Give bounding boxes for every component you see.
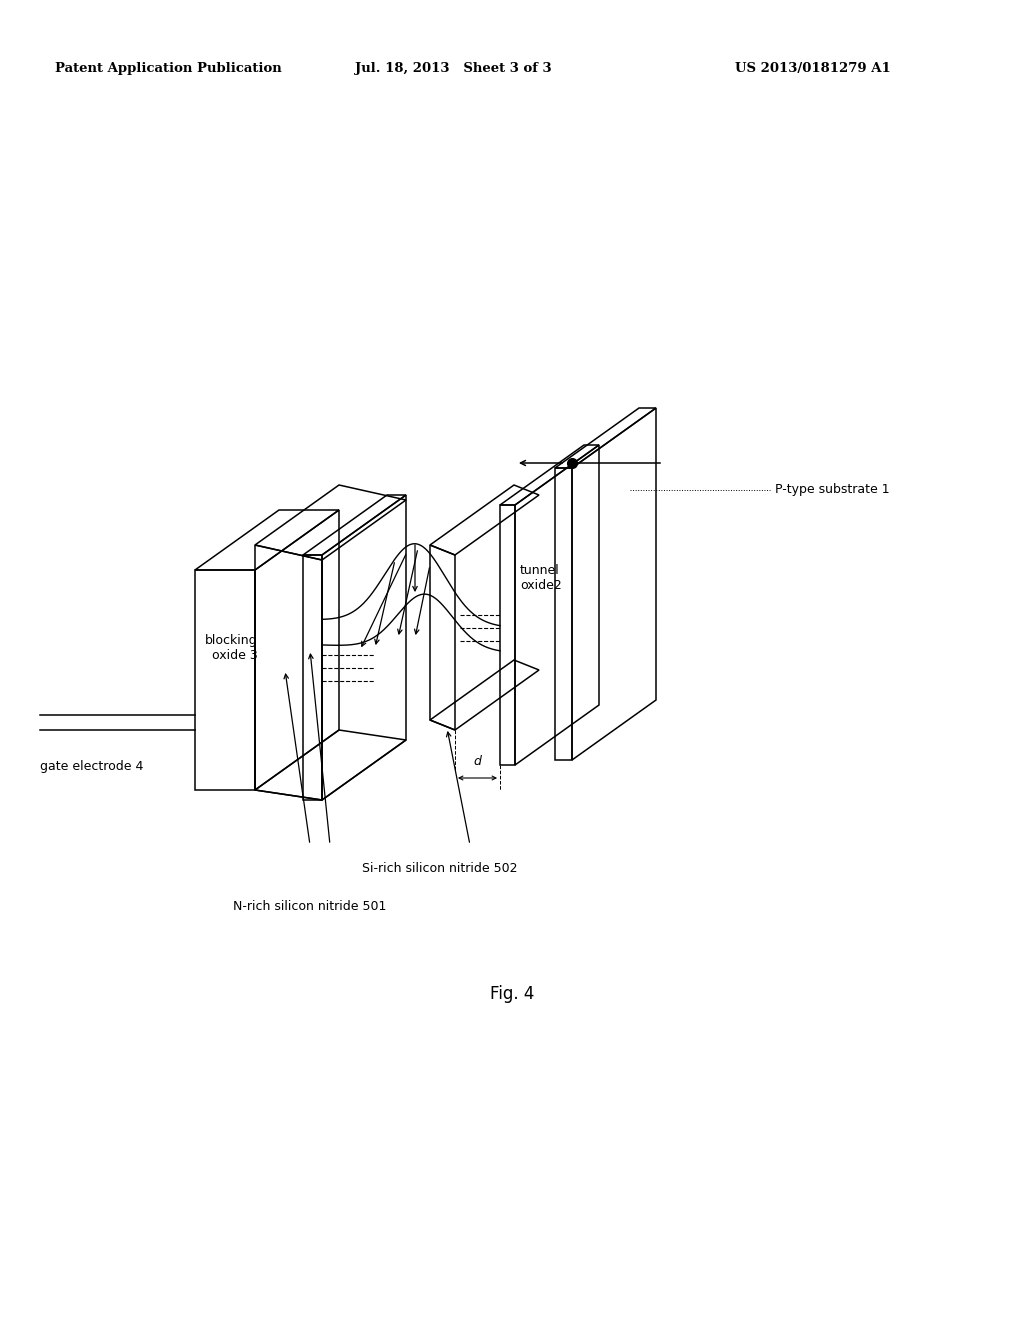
- Text: d: d: [473, 755, 481, 768]
- Text: P-type substrate 1: P-type substrate 1: [775, 483, 890, 496]
- Text: Si-rich silicon nitride 502: Si-rich silicon nitride 502: [362, 862, 518, 875]
- Text: N-rich silicon nitride 501: N-rich silicon nitride 501: [233, 900, 387, 913]
- Text: Patent Application Publication: Patent Application Publication: [55, 62, 282, 75]
- Text: Fig. 4: Fig. 4: [489, 985, 535, 1003]
- Text: US 2013/0181279 A1: US 2013/0181279 A1: [735, 62, 891, 75]
- Text: Jul. 18, 2013   Sheet 3 of 3: Jul. 18, 2013 Sheet 3 of 3: [355, 62, 552, 75]
- Text: blocking
oxide 3: blocking oxide 3: [206, 634, 258, 663]
- Text: gate electrode 4: gate electrode 4: [40, 760, 143, 774]
- Text: tunnel
oxide2: tunnel oxide2: [520, 564, 562, 591]
